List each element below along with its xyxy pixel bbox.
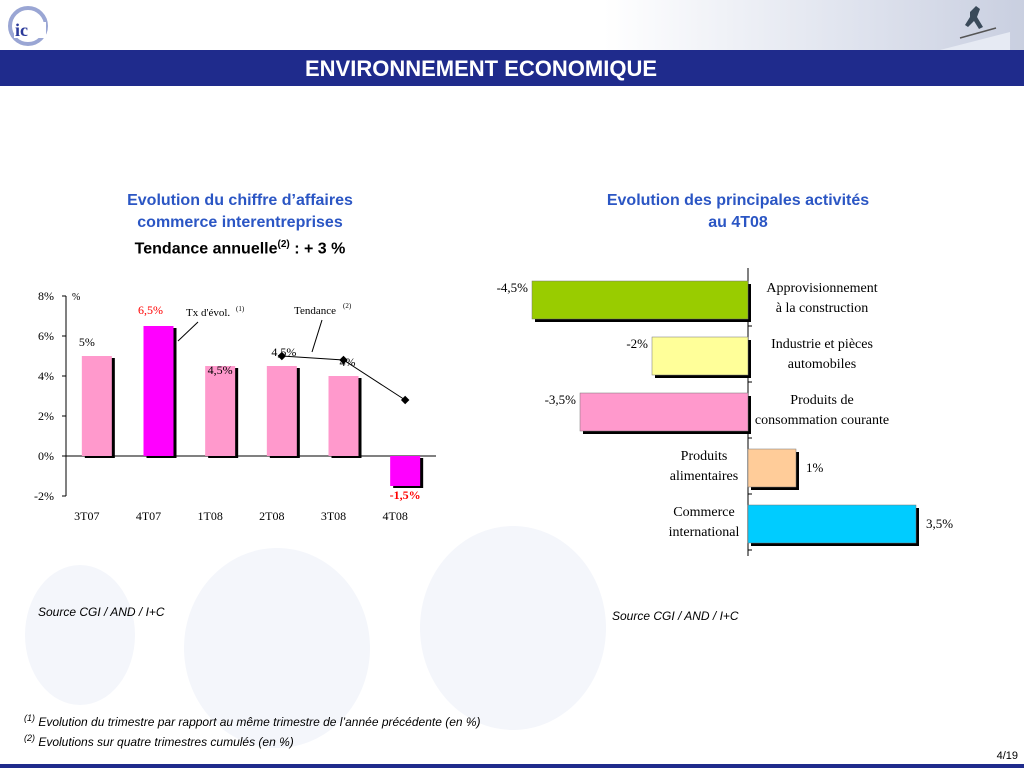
bar	[205, 366, 236, 456]
y-axis-unit: %	[72, 292, 80, 303]
left-chart-subtitle: Tendance annuelle(2) : + 3 %	[60, 234, 420, 260]
left-bar-chart: -2% 0% 2% 4% 6% 8% % 5% 3T07 6,5% 4T07 4,5% 1T08 4,5%…	[34, 289, 436, 523]
category-label: Produits de	[790, 393, 853, 408]
background-circle	[184, 548, 370, 748]
right-bar-chart: -4,5% Approvisionnement à la construction -…	[497, 268, 953, 556]
x-tick-label: 4T07	[136, 509, 161, 523]
bar	[81, 356, 112, 456]
bar	[531, 280, 749, 320]
bar	[747, 448, 797, 488]
series-label-tendance: Tendance	[294, 305, 336, 317]
series-label-tendance-sup: (2)	[343, 302, 352, 310]
category-label: Commerce	[673, 505, 734, 520]
right-chart-title: Evolution des principales activités au 4…	[538, 190, 938, 234]
x-tick-label: 3T07	[74, 509, 99, 523]
footnote-2: (2) Evolutions sur quatre trimestres cum…	[24, 733, 294, 749]
background-circle	[420, 526, 606, 730]
category-label: alimentaires	[670, 469, 738, 484]
x-tick-label: 4T08	[382, 509, 407, 523]
footnote-2-sup: (2)	[24, 733, 35, 743]
bar-value-label: 5%	[79, 335, 95, 349]
y-tick-label: 4%	[38, 369, 54, 383]
footnote-1-text: Evolution du trimestre par rapport au mê…	[35, 715, 481, 729]
bar-value-label: -2%	[626, 336, 648, 351]
left-source: Source CGI / AND / I+C	[38, 605, 165, 619]
subtitle-sup: (2)	[277, 239, 290, 250]
bar-value-label: 4,5%	[271, 345, 296, 359]
page-number: 4/19	[996, 750, 1018, 762]
skier-illustration	[940, 6, 1010, 50]
x-tick-label: 3T08	[321, 509, 346, 523]
category-label: international	[669, 525, 740, 540]
title-bar	[0, 50, 1024, 86]
bar	[390, 456, 421, 486]
left-chart-title-line2: commerce interentreprises	[137, 214, 343, 231]
logo-text: ic	[15, 20, 28, 40]
left-chart-title: Evolution du chiffre d’affaires commerce…	[60, 190, 420, 260]
category-label: automobiles	[788, 357, 856, 372]
series-label-tx-evol: Tx d'évol.	[186, 307, 230, 319]
footnote-2-text: Evolutions sur quatre trimestres cumulés…	[35, 735, 294, 749]
subtitle-text: Tendance annuelle	[134, 240, 278, 258]
trend-point	[339, 355, 348, 365]
category-label: Produits	[681, 449, 728, 464]
y-tick-label: 8%	[38, 289, 54, 303]
bottom-rule	[0, 764, 1024, 768]
bar	[651, 336, 749, 376]
y-tick-label: 2%	[38, 409, 54, 423]
bar-value-label: 3,5%	[926, 516, 953, 531]
background-circle	[25, 565, 135, 705]
series-pointer-tx-evol	[177, 321, 199, 342]
x-tick-label: 2T08	[259, 509, 284, 523]
series-label-tx-evol-sup: (1)	[236, 305, 245, 313]
left-chart-title-line1: Evolution du chiffre d’affaires	[127, 192, 353, 209]
trend-point	[277, 351, 287, 361]
bar	[747, 504, 917, 544]
category-label: consommation courante	[755, 413, 889, 428]
bar-value-label: -4,5%	[497, 280, 529, 295]
page-title: ENVIRONNEMENT ECONOMIQUE	[304, 56, 658, 81]
right-chart-title-line2: au 4T08	[708, 214, 768, 231]
bar-value-label: 1%	[806, 460, 824, 475]
bar-value-label: 6,5%	[138, 303, 163, 317]
bar-value-label: -3,5%	[545, 392, 577, 407]
x-tick-label: 1T08	[197, 509, 222, 523]
header-banner	[604, 0, 1024, 50]
category-label: Approvisionnement	[766, 281, 877, 296]
bar	[266, 366, 297, 456]
footnote-1-sup: (1)	[24, 713, 35, 723]
trend-point	[400, 395, 410, 405]
bar	[579, 392, 749, 432]
series-pointer-tendance	[311, 319, 323, 353]
y-tick-label: -2%	[34, 489, 54, 503]
category-label: à la construction	[776, 301, 869, 316]
y-tick-label: 0%	[38, 449, 54, 463]
logo: ic	[8, 6, 48, 46]
y-tick-label: 6%	[38, 329, 54, 343]
bar	[328, 376, 359, 456]
bar-value-label: -1,5%	[390, 488, 421, 502]
category-label: Industrie et pièces	[771, 337, 873, 352]
bar	[143, 326, 174, 456]
subtitle-value: : + 3 %	[289, 240, 346, 258]
right-source: Source CGI / AND / I+C	[612, 609, 739, 623]
footnote-1: (1) Evolution du trimestre par rapport a…	[24, 713, 481, 729]
right-chart-title-line1: Evolution des principales activités	[606, 192, 870, 209]
bar-value-label: 4,5%	[208, 363, 233, 377]
